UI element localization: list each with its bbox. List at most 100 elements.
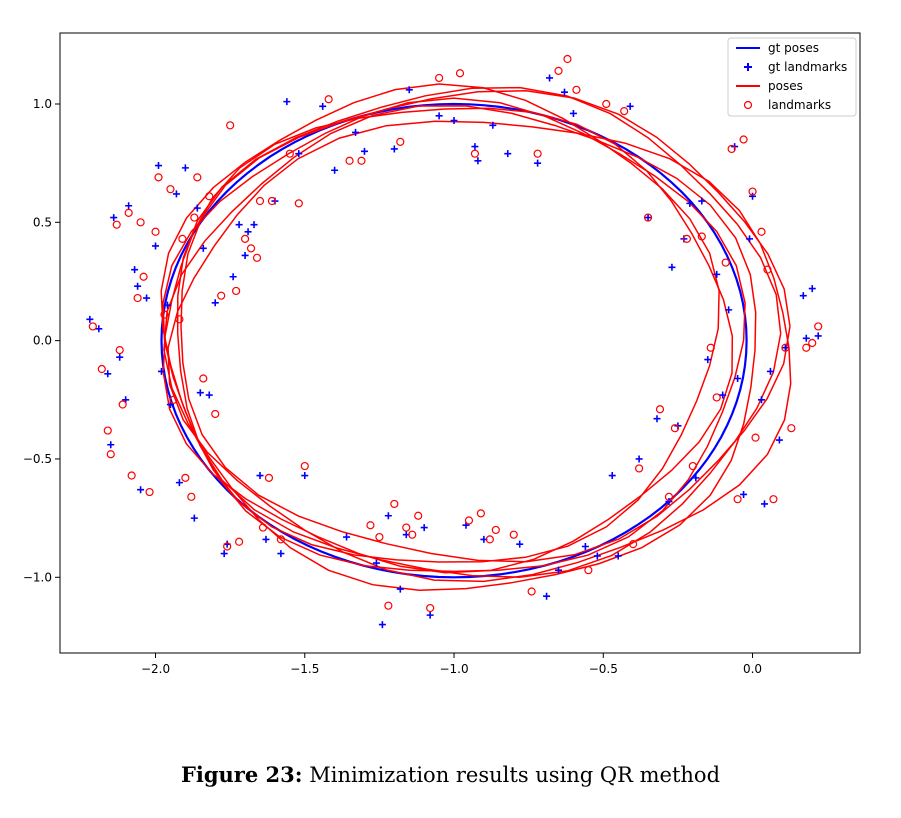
gt-landmark-marker: [489, 121, 497, 129]
gt-landmark-marker: [343, 533, 351, 541]
landmark-marker: [527, 587, 536, 596]
gt-landmark-marker: [546, 74, 554, 82]
landmark-marker: [584, 566, 593, 575]
gt-landmark-marker: [235, 221, 243, 229]
landmark-marker: [199, 374, 208, 383]
landmark-marker: [118, 400, 127, 409]
landmark-marker: [602, 99, 611, 109]
gt-landmark-marker: [163, 301, 171, 309]
gt-landmark-marker: [698, 197, 706, 205]
landmark-marker: [217, 291, 226, 300]
gt-landmark-marker: [749, 192, 757, 200]
gt-landmark-marker: [471, 143, 479, 151]
gt-landmark-marker: [301, 472, 309, 480]
landmark-marker: [470, 149, 480, 158]
landmark-marker: [808, 338, 817, 348]
gt-landmark-marker: [277, 550, 285, 558]
gt-landmark-marker: [250, 221, 258, 229]
landmark-marker: [664, 492, 674, 501]
landmark-marker: [235, 537, 244, 546]
landmark-marker: [396, 137, 405, 146]
legend-landmarks-swatch: [743, 100, 753, 110]
landmark-marker: [751, 433, 760, 442]
gt-landmark-marker: [516, 540, 524, 548]
gt-landmark-marker: [131, 266, 139, 274]
landmark-marker: [145, 487, 154, 497]
landmark-marker: [620, 106, 629, 116]
gt-landmark-marker: [104, 370, 112, 378]
legend: gt poses gt landmarks poses landmarks: [727, 37, 857, 117]
gt-landmark-marker: [211, 299, 219, 307]
landmark-marker: [375, 532, 384, 542]
gt-landmark-marker: [229, 273, 237, 281]
landmark-marker: [781, 343, 790, 352]
landmark-marker: [267, 196, 277, 206]
landmark-marker: [682, 234, 691, 243]
gt-landmark-marker: [644, 214, 652, 222]
gt-landmark-marker: [390, 145, 398, 153]
gt-landmark-marker: [719, 391, 727, 399]
gt-landmark-marker: [760, 500, 768, 508]
landmark-marker: [712, 393, 721, 402]
gt-landmark-marker: [152, 242, 160, 250]
landmark-marker: [688, 461, 697, 471]
landmark-marker: [345, 156, 354, 165]
pose-loop: [160, 83, 720, 563]
landmark-marker: [414, 511, 423, 520]
gt-landmark-marker: [725, 306, 733, 314]
gt-landmark-marker: [474, 157, 482, 165]
gt-landmark-marker: [668, 263, 676, 271]
landmark-marker: [300, 461, 309, 471]
gt-landmark-marker: [560, 88, 568, 96]
gt-landmark-marker: [352, 128, 360, 136]
plot-frame: [59, 32, 861, 654]
gt-landmark-marker: [134, 282, 142, 290]
gt-landmark-marker: [734, 374, 742, 382]
gt-landmark-marker: [504, 150, 512, 158]
legend-box: [727, 37, 857, 117]
landmark-marker: [285, 149, 294, 158]
gt-landmark-marker: [746, 235, 754, 243]
gt-landmark-marker: [626, 102, 634, 110]
landmark-marker: [733, 495, 742, 504]
gt-landmark-marker: [686, 199, 694, 207]
gt-landmark-marker: [172, 190, 180, 198]
gt-landmark-marker: [107, 441, 115, 449]
landmark-marker: [255, 196, 265, 206]
landmark-marker: [655, 405, 665, 414]
gt-landmark-marker: [196, 389, 204, 397]
landmark-marker: [763, 265, 772, 274]
gt-landmark-marker: [692, 474, 700, 482]
gt-landmark-marker: [420, 524, 428, 532]
legend-gt-poses-label: gt poses: [768, 41, 819, 55]
landmark-marker: [491, 525, 500, 535]
gt-landmark-marker: [608, 472, 616, 480]
gt-landmark-marker: [426, 611, 434, 619]
figure-caption-text: Minimization results using QR method: [309, 763, 721, 787]
landmark-marker: [802, 343, 811, 352]
legend-gt-landmarks-label: gt landmarks: [768, 60, 847, 74]
gt-landmark-marker: [543, 592, 551, 600]
gt-landmark-marker: [740, 490, 748, 498]
landmark-marker: [240, 234, 250, 243]
legend-poses-label: poses: [768, 79, 803, 93]
gt-landmark-marker: [569, 109, 577, 117]
gt-landmark-marker: [405, 86, 413, 94]
gt-landmark-marker: [220, 550, 228, 558]
y-tick-label: −0.5: [23, 452, 52, 466]
landmark-marker: [226, 121, 235, 130]
landmark-marker: [205, 192, 214, 201]
gt-landmark-marker: [125, 202, 133, 210]
legend-landmarks-label: landmarks: [768, 98, 831, 112]
landmark-marker: [178, 234, 187, 243]
y-axis-ticks: −1.0 −0.5 0.0 0.5 1.0: [23, 97, 60, 584]
landmark-marker: [670, 424, 680, 433]
figure-caption: Figure 23: Minimization results using QR…: [0, 762, 901, 787]
pose-loop: [180, 89, 791, 563]
gt-landmark-marker: [116, 353, 124, 361]
landmarks-markers: [88, 54, 823, 613]
gt-landmark-marker: [244, 228, 252, 236]
landmark-marker: [187, 492, 196, 501]
landmark-marker: [258, 523, 268, 532]
landmark-marker: [190, 213, 199, 222]
